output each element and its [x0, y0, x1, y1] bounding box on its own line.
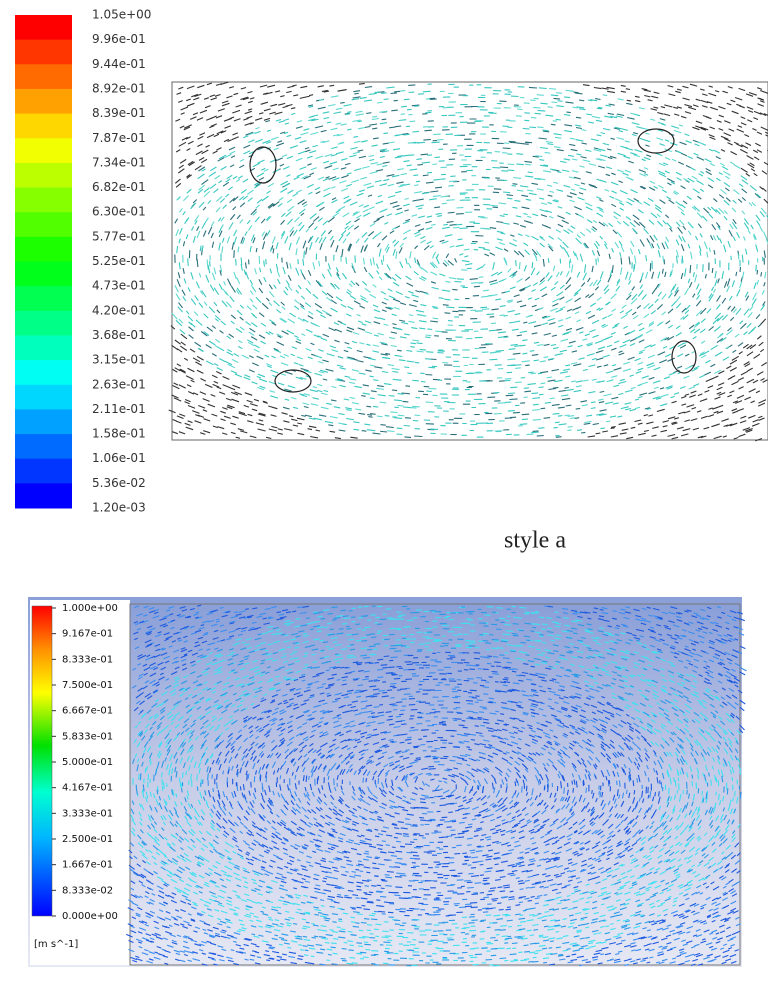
legend-label: 9.96e-01 — [92, 32, 146, 46]
legend-label: 8.39e-01 — [92, 106, 146, 120]
vectors-b — [125, 604, 747, 967]
colorbar-band — [15, 39, 72, 65]
legend-label: 1.58e-01 — [92, 427, 146, 441]
colorbar-band — [15, 138, 72, 164]
colorbar-band — [15, 88, 72, 115]
legend-label: 0.000e+00 — [62, 911, 118, 922]
legend-label: 5.36e-02 — [92, 476, 146, 490]
colorbar-band — [15, 261, 72, 287]
legend-label: 3.15e-01 — [92, 353, 146, 367]
legend-label: 5.25e-01 — [92, 254, 146, 268]
legend-label: 3.68e-01 — [92, 328, 146, 342]
colorbar-band — [15, 286, 72, 312]
legend-label: 9.167e-01 — [62, 629, 113, 640]
colorbar-band — [15, 360, 72, 386]
legend-label: 8.92e-01 — [92, 81, 146, 95]
legend-label: 4.20e-01 — [92, 303, 146, 317]
legend-label: 1.05e+00 — [92, 8, 151, 22]
legend-label: 1.06e-01 — [92, 451, 146, 465]
legend-label: 6.667e-01 — [62, 706, 113, 717]
vector-arrows — [130, 605, 742, 967]
vector-arrows — [128, 605, 747, 967]
legend-label: 7.34e-01 — [92, 155, 146, 169]
legend-label: 1.20e-03 — [92, 501, 146, 515]
colorbar-band — [15, 236, 72, 262]
colorbar-band — [15, 458, 72, 484]
colorbar-band — [15, 384, 72, 410]
legend-label: 2.500e-01 — [62, 834, 113, 845]
legend-label: 1.000e+00 — [62, 603, 118, 614]
caption: style a — [504, 528, 566, 554]
legend-label: 1.667e-01 — [62, 860, 113, 871]
colorbar-band — [15, 310, 72, 336]
vector-arrows — [130, 605, 742, 967]
legend-label: 7.87e-01 — [92, 131, 146, 145]
legend-label: 2.11e-01 — [92, 402, 146, 416]
vector-arrows — [125, 604, 746, 967]
legend-label: 3.333e-01 — [62, 808, 113, 819]
vector-arrows — [168, 81, 768, 442]
legend-label: 9.44e-01 — [92, 57, 146, 71]
legend-label: 8.333e-01 — [62, 654, 113, 665]
marker — [249, 146, 277, 184]
legend-label: 4.167e-01 — [62, 783, 113, 794]
colorbar-band — [15, 409, 72, 435]
marker — [274, 369, 312, 393]
legend-label: 7.500e-01 — [62, 680, 113, 691]
legend-label: 4.73e-01 — [92, 279, 146, 293]
vector-arrows — [174, 84, 766, 438]
legend-label: 8.333e-02 — [62, 885, 113, 896]
legend-label: 6.82e-01 — [92, 180, 146, 194]
colorbar-band — [15, 187, 72, 213]
legend-label: 5.833e-01 — [62, 731, 113, 742]
colorbar-a — [15, 15, 72, 509]
vector-arrows — [171, 87, 768, 436]
colorbar-band — [15, 434, 72, 460]
vectors-a — [168, 81, 768, 442]
marker — [637, 128, 675, 154]
colorbar-band — [15, 483, 72, 509]
marker — [671, 340, 697, 374]
legend-label: 6.30e-01 — [92, 205, 146, 219]
legend-label: 2.63e-01 — [92, 377, 146, 391]
colorbar-band — [15, 335, 72, 361]
colorbar-band — [15, 64, 72, 90]
colorbar-band — [15, 162, 72, 189]
colorbar-band — [15, 212, 72, 238]
colorbar-b — [31, 605, 53, 917]
colorbar-band — [15, 113, 72, 139]
legend-label: 5.77e-01 — [92, 229, 146, 243]
unit-label: [m s^-1] — [34, 939, 78, 950]
legend-label: 5.000e-01 — [62, 757, 113, 768]
vector-arrows — [175, 83, 768, 438]
colorbar-band — [15, 15, 72, 41]
